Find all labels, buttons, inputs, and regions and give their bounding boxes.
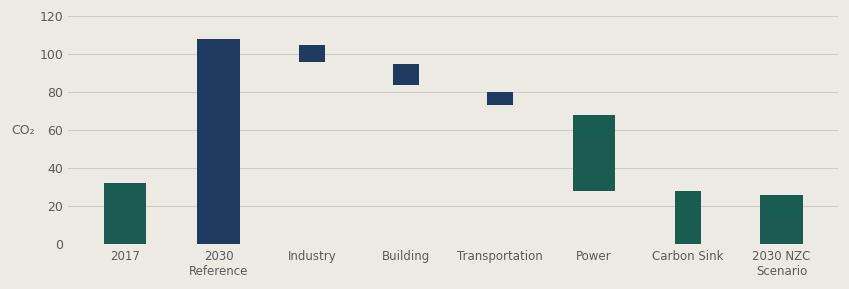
- Bar: [761, 195, 802, 244]
- Bar: [486, 92, 513, 105]
- Bar: [675, 191, 701, 244]
- Bar: [393, 64, 419, 85]
- Bar: [573, 115, 615, 191]
- Bar: [299, 45, 325, 62]
- Bar: [197, 39, 239, 244]
- Y-axis label: CO₂: CO₂: [11, 124, 35, 137]
- Bar: [104, 184, 146, 244]
